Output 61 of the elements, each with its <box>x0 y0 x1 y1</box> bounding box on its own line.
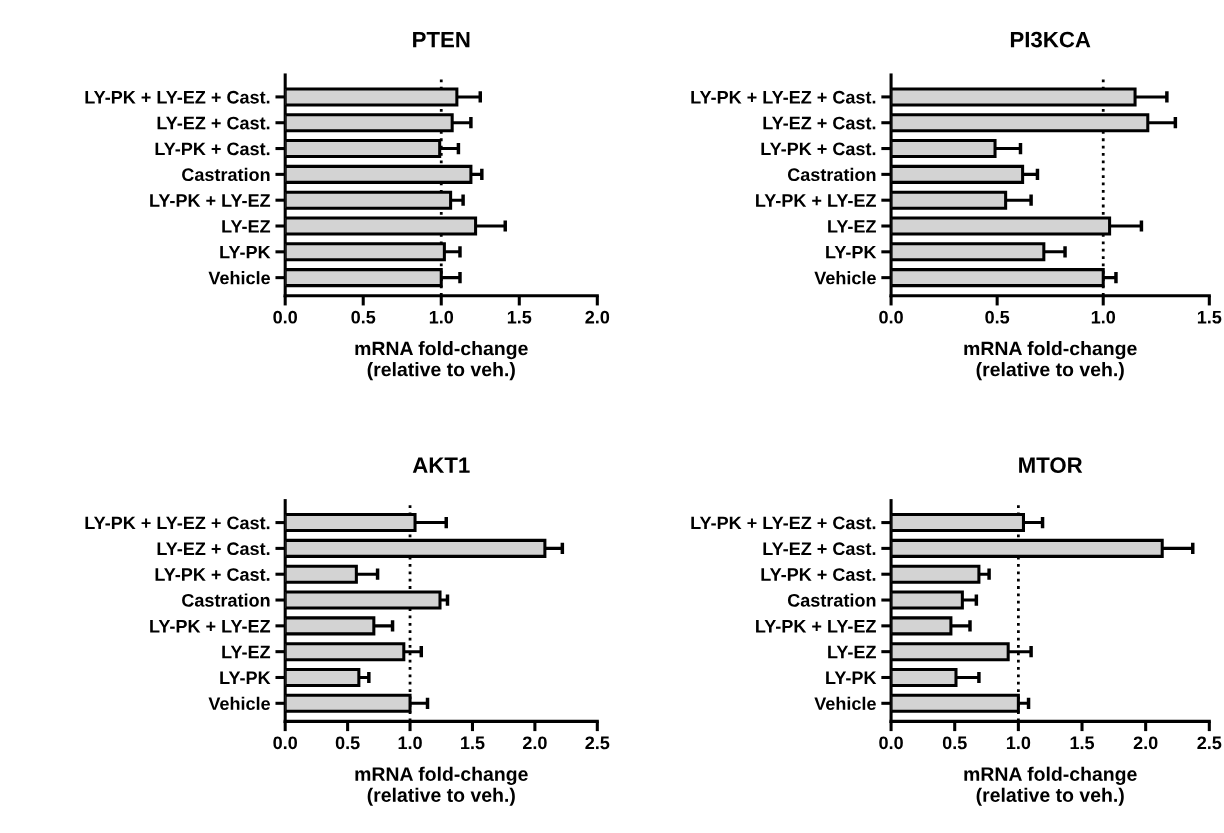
y-tick-label: Castration <box>182 167 270 182</box>
y-tick-label: LY-PK + LY-EZ <box>150 619 271 633</box>
chart-title: MTOR <box>1019 457 1083 474</box>
x-tick-label: 1.5 <box>507 310 532 324</box>
x-tick-label: 1.5 <box>1070 736 1095 750</box>
x-tick-label: 1.5 <box>461 736 485 750</box>
x-axis-title: mRNA fold-change (relative to veh.) <box>355 766 528 806</box>
y-tick-label: Vehicle <box>814 696 876 711</box>
y-tick-label: LY-PK <box>826 245 877 259</box>
y-tick-label: LY-PK + Cast. <box>155 568 270 581</box>
x-tick-label: 1.0 <box>429 310 454 324</box>
y-tick-label: LY-PK + LY-EZ <box>756 194 876 207</box>
y-tick-label: LY-PK + Cast. <box>761 142 876 156</box>
y-tick-label: Castration <box>182 593 270 607</box>
x-tick-label: 1.0 <box>398 736 422 750</box>
y-tick-label: LY-EZ <box>222 645 271 659</box>
y-tick-label: LY-PK + LY-EZ + Cast. <box>85 516 270 530</box>
x-axis-title: mRNA fold-change (relative to veh.) <box>964 766 1137 806</box>
y-tick-label: LY-EZ + Cast. <box>763 542 876 556</box>
y-tick-label: LY-PK + LY-EZ <box>756 619 876 633</box>
x-tick-label: 0.0 <box>273 736 297 750</box>
y-tick-label: LY-EZ <box>222 220 271 233</box>
y-tick-label: LY-EZ <box>828 645 876 659</box>
x-tick-label: 0.5 <box>351 310 376 324</box>
x-tick-label: 1.5 <box>1197 310 1222 324</box>
y-tick-label: LY-PK + Cast. <box>155 142 270 156</box>
x-tick-label: 2.0 <box>585 310 610 324</box>
y-tick-label: Vehicle <box>208 271 270 285</box>
x-axis-title: mRNA fold-change (relative to veh.) <box>964 341 1137 381</box>
y-tick-label: Castration <box>787 167 876 182</box>
y-tick-label: LY-PK + LY-EZ + Cast. <box>691 90 876 104</box>
x-tick-label: 0.0 <box>273 310 297 324</box>
x-tick-label: 1.0 <box>1091 310 1116 324</box>
x-tick-label: 0.5 <box>335 736 360 750</box>
x-tick-label: 2.5 <box>1197 736 1222 750</box>
y-tick-label: Castration <box>787 593 876 607</box>
chart-title: AKT1 <box>412 457 470 473</box>
x-axis-title: mRNA fold-change (relative to veh.) <box>355 341 528 381</box>
x-tick-label: 0.0 <box>879 736 903 750</box>
x-tick-label: 1.0 <box>1006 736 1031 750</box>
x-tick-label: 2.0 <box>522 736 547 750</box>
y-tick-label: LY-PK <box>220 245 271 259</box>
y-tick-label: Vehicle <box>208 696 270 711</box>
y-tick-label: LY-PK <box>220 671 271 685</box>
y-tick-label: LY-PK + LY-EZ + Cast. <box>691 516 876 530</box>
y-tick-label: LY-PK + LY-EZ <box>150 194 271 207</box>
y-tick-label: LY-PK <box>826 671 877 685</box>
x-tick-label: 0.5 <box>942 736 967 750</box>
y-tick-label: LY-EZ + Cast. <box>157 116 270 130</box>
x-tick-label: 2.0 <box>1133 736 1158 750</box>
x-tick-label: 0.5 <box>985 310 1010 324</box>
y-tick-label: LY-EZ + Cast. <box>157 542 270 556</box>
x-tick-label: 0.0 <box>879 310 903 324</box>
chart-title: PI3KCA <box>1010 31 1091 48</box>
y-tick-label: Vehicle <box>814 271 876 285</box>
chart-title: PTEN <box>413 31 470 48</box>
y-tick-label: LY-EZ + Cast. <box>763 116 876 130</box>
y-tick-label: LY-EZ <box>828 220 876 233</box>
y-tick-label: LY-PK + LY-EZ + Cast. <box>85 90 270 104</box>
y-tick-label: LY-PK + Cast. <box>761 568 876 581</box>
x-tick-label: 2.5 <box>585 736 610 750</box>
